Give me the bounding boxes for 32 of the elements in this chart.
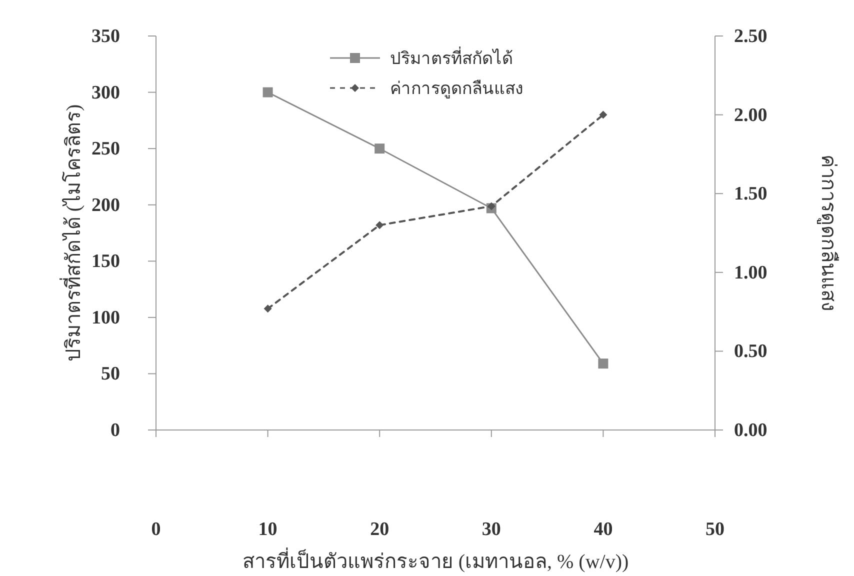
x-tick-label: 50 (706, 519, 724, 540)
point (599, 110, 608, 119)
x-axis-title: สารที่เป็นตัวแพร่กระจาย (เมทานอล, % (w/v)) (242, 547, 629, 573)
y-tick-label: 250 (92, 138, 120, 160)
y-tick-label: 300 (92, 82, 120, 104)
point (376, 221, 384, 230)
y2-tick-label: 2.00 (734, 104, 768, 126)
legend-label: ค่าการดูดกลืนแสง (390, 79, 523, 99)
y2-axis-title: ค่าการดูดกลืนแสง (816, 154, 839, 312)
y2-tick-label: 0.00 (734, 420, 768, 441)
point (374, 144, 385, 154)
y2-tick-label: 0.50 (734, 341, 768, 362)
point (264, 304, 272, 313)
y-axis-title: ปริมาตรที่สกัดได้ (ไมโครลิตร) (59, 104, 85, 362)
y-tick-label: 350 (92, 26, 120, 47)
y-tick-label: 100 (92, 307, 120, 328)
y-tick-label: 150 (92, 251, 120, 272)
y-tick-label: 200 (92, 194, 120, 216)
x-tick-label: 20 (370, 519, 390, 540)
x-tick-label: 10 (258, 519, 278, 540)
legend-label: ปริมาตรที่สกัดได้ (390, 46, 513, 68)
point (598, 358, 608, 369)
y2-tick-label: 1.50 (734, 184, 768, 205)
point (262, 87, 273, 98)
x-tick-label: 0 (151, 519, 161, 540)
y-tick-label: 0 (110, 420, 120, 441)
y-tick-label: 50 (101, 364, 120, 385)
point (487, 202, 496, 210)
y2-tick-label: 2.50 (734, 26, 768, 47)
x-tick-label: 30 (482, 519, 501, 540)
x-tick-label: 40 (594, 519, 613, 540)
y2-tick-label: 1.00 (734, 262, 768, 284)
